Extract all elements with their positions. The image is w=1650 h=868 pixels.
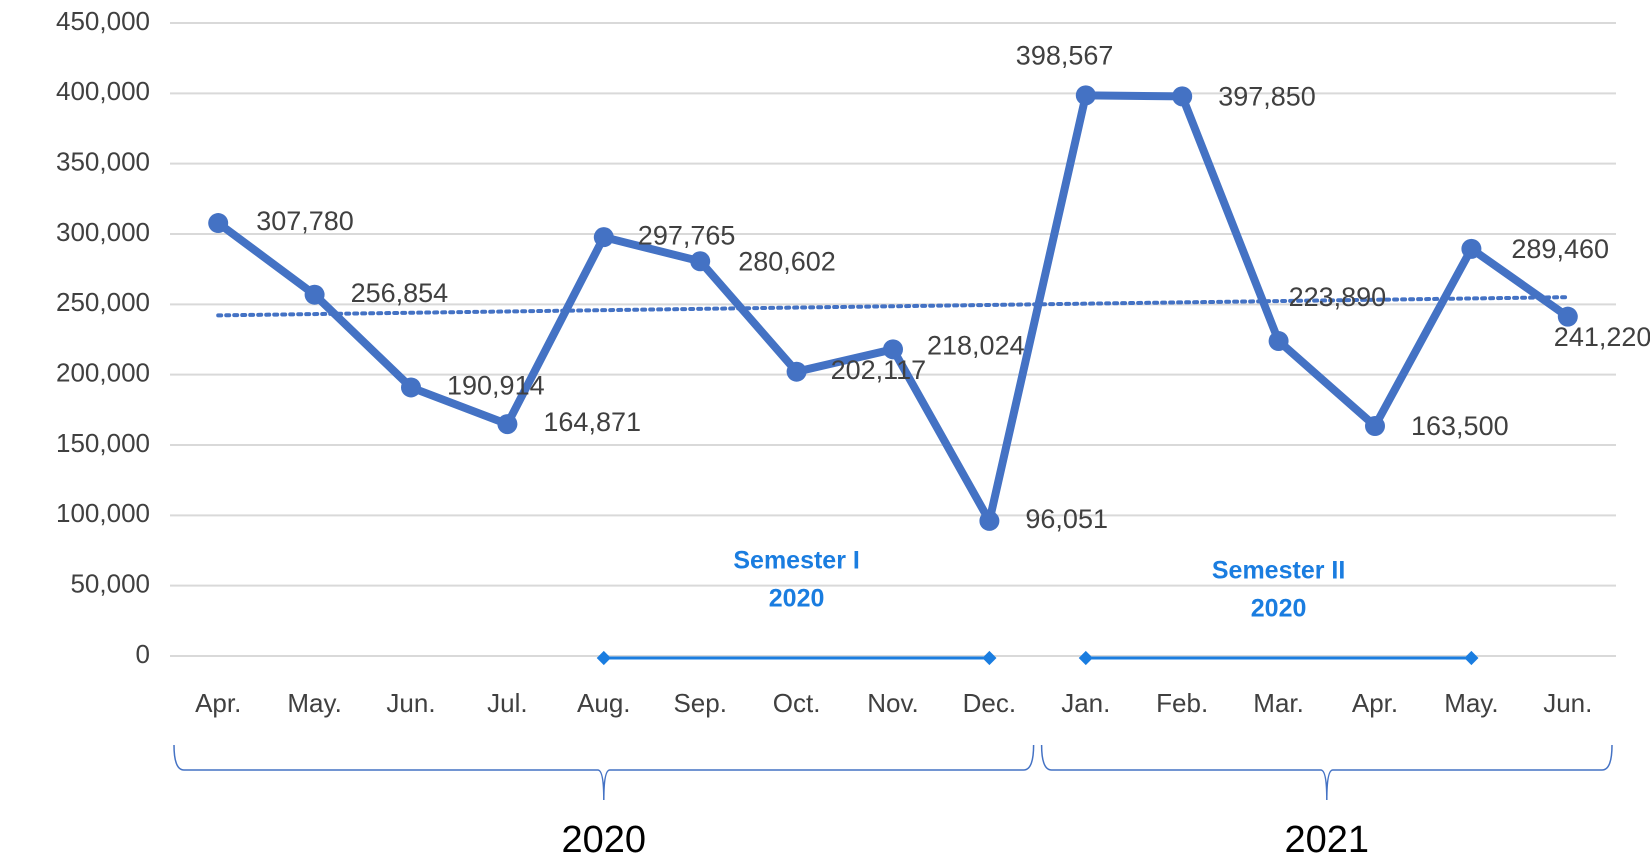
data-label: 398,567: [1016, 40, 1114, 70]
y-tick-label: 350,000: [56, 147, 150, 177]
data-point: [690, 251, 711, 272]
semester-diamond: [596, 650, 611, 666]
x-tick-label: Apr.: [195, 688, 241, 718]
data-label: 164,871: [543, 407, 641, 437]
data-point: [1075, 85, 1096, 106]
data-label: 307,780: [256, 206, 354, 236]
y-tick-label: 400,000: [56, 76, 150, 106]
data-label: 202,117: [831, 355, 927, 385]
data-point: [1172, 86, 1193, 107]
data-label: 223,890: [1289, 282, 1387, 312]
y-tick-label: 0: [136, 639, 150, 669]
data-point: [497, 414, 518, 435]
semester-label: 2020: [1251, 595, 1307, 623]
data-label: 163,500: [1411, 411, 1509, 441]
x-tick-label: Mar.: [1253, 688, 1304, 718]
x-tick-label: Sep.: [673, 688, 727, 718]
year-brace: [1040, 744, 1613, 801]
data-point: [208, 213, 229, 234]
x-tick-label: May.: [287, 688, 341, 718]
y-tick-label: 250,000: [56, 287, 150, 317]
data-point: [401, 377, 421, 398]
semester-diamond: [1078, 650, 1093, 666]
y-tick-label: 150,000: [56, 428, 150, 458]
x-tick-label: Feb.: [1156, 688, 1208, 718]
x-tick-label: Nov.: [867, 688, 919, 718]
x-tick-label: Oct.: [773, 688, 821, 718]
semester-diamond: [1464, 650, 1479, 666]
x-tick-label: Apr.: [1352, 688, 1398, 718]
y-tick-label: 300,000: [56, 217, 150, 247]
x-tick-label: Jan.: [1061, 688, 1110, 718]
data-point: [1461, 238, 1482, 259]
data-label: 96,051: [1025, 504, 1108, 534]
x-tick-label: Jul.: [487, 688, 527, 718]
data-point: [979, 510, 1000, 531]
data-point: [593, 227, 614, 248]
x-tick-label: Dec.: [963, 688, 1016, 718]
y-tick-label: 50,000: [70, 569, 150, 599]
year-label: 2021: [1285, 819, 1370, 861]
x-tick-label: Aug.: [577, 688, 631, 718]
semester-label: Semester I: [733, 547, 859, 575]
data-label: 256,854: [351, 278, 449, 308]
data-label: 297,765: [638, 220, 736, 250]
data-point: [1268, 331, 1289, 352]
x-tick-label: Jun.: [1543, 688, 1592, 718]
y-tick-label: 100,000: [56, 498, 150, 528]
year-brace: [173, 744, 1035, 801]
data-point: [1557, 306, 1578, 327]
semester-label: Semester II: [1212, 557, 1345, 585]
data-point: [304, 284, 325, 305]
data-point: [1365, 416, 1385, 437]
x-tick-label: Jun.: [386, 688, 435, 718]
semester-label: 2020: [769, 585, 825, 613]
data-label: 190,914: [447, 371, 545, 401]
data-label: 289,460: [1511, 234, 1609, 264]
year-label: 2020: [562, 819, 647, 861]
data-point: [786, 361, 807, 382]
data-point: [883, 339, 903, 360]
trendline: [216, 295, 1570, 318]
x-tick-label: May.: [1444, 688, 1498, 718]
data-label: 241,220: [1554, 322, 1650, 352]
data-label: 397,850: [1218, 81, 1316, 111]
y-tick-label: 200,000: [56, 358, 150, 388]
data-label: 280,602: [738, 246, 836, 276]
semester-diamond: [982, 650, 997, 666]
data-label: 218,024: [927, 330, 1025, 360]
y-tick-label: 450,000: [56, 6, 150, 36]
